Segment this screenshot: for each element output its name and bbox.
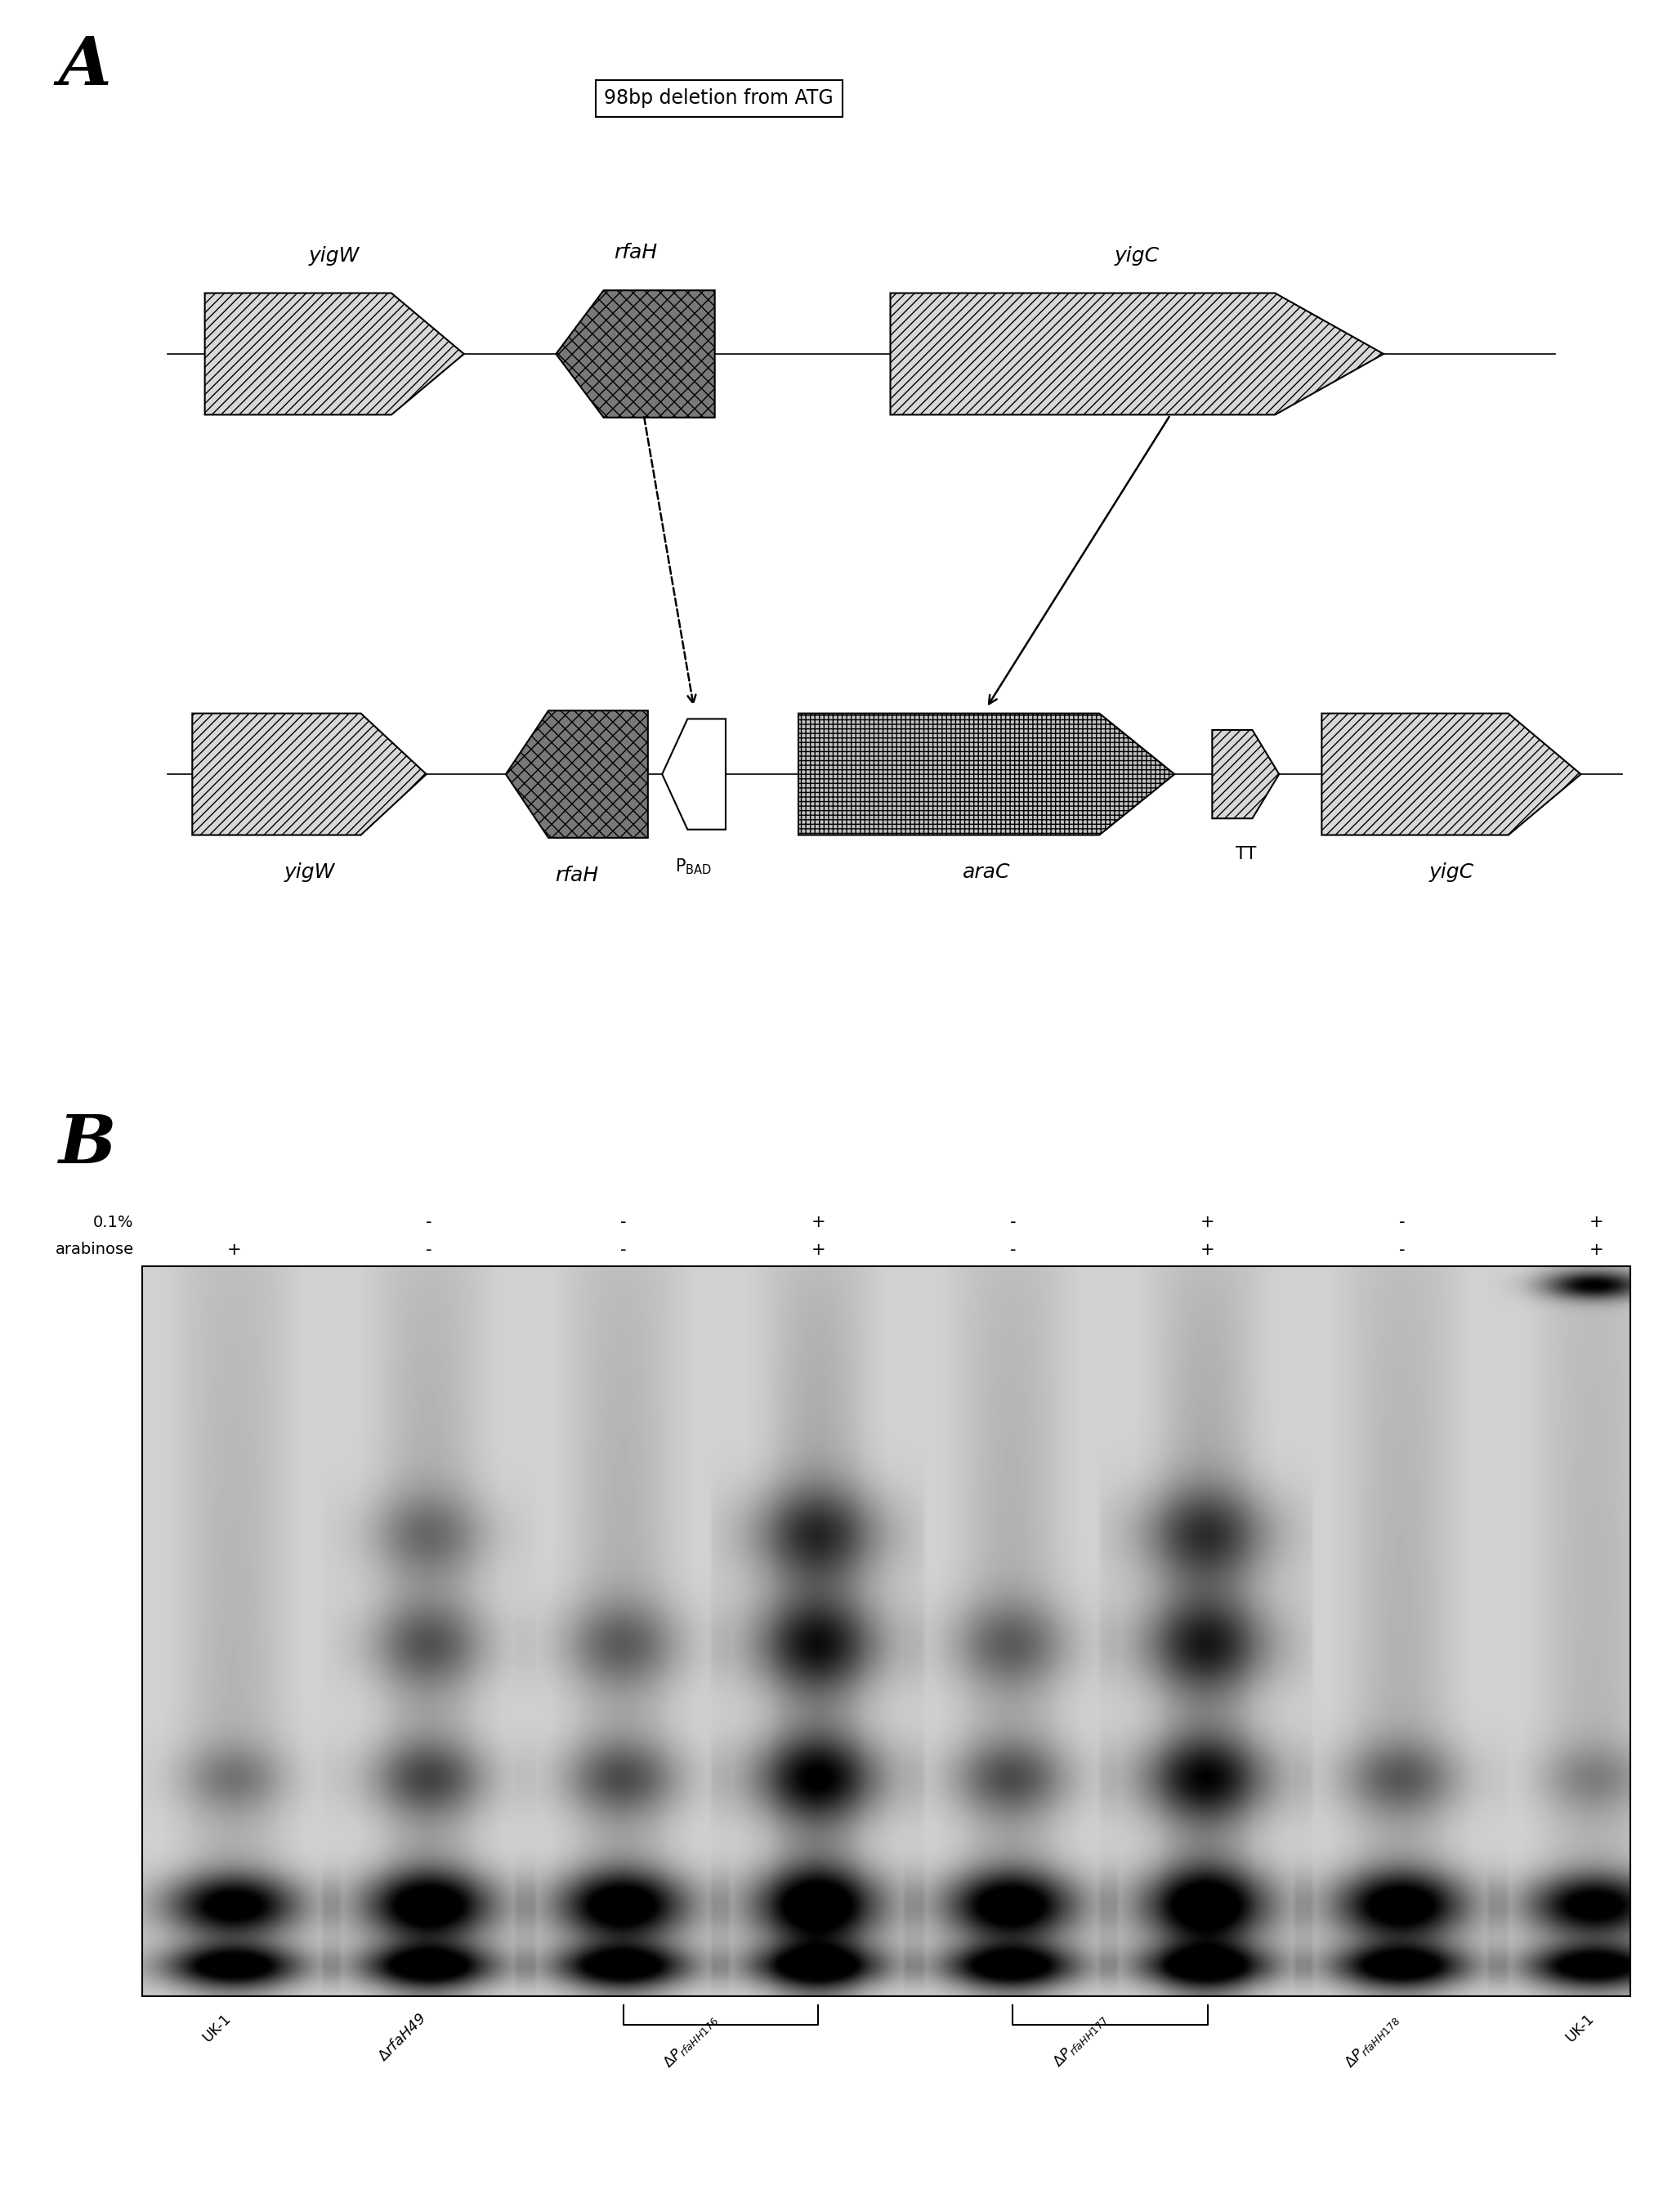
Text: araC: araC: [963, 863, 1010, 883]
Text: yigW: yigW: [309, 246, 359, 265]
Polygon shape: [1212, 730, 1279, 818]
Text: -: -: [1010, 1214, 1017, 1230]
Text: yigW: yigW: [284, 863, 334, 883]
Polygon shape: [1321, 712, 1582, 834]
Bar: [142, 1265, 1630, 1995]
Text: +: +: [1590, 1241, 1603, 1259]
Text: UK-1: UK-1: [201, 2011, 234, 2044]
Text: UK-1: UK-1: [1563, 2011, 1597, 2044]
Text: -: -: [1399, 1241, 1404, 1259]
Text: 98bp deletion from ATG: 98bp deletion from ATG: [604, 88, 834, 108]
Text: -: -: [1010, 1241, 1017, 1259]
Polygon shape: [192, 712, 426, 834]
Text: -: -: [620, 1241, 627, 1259]
Text: A: A: [59, 33, 112, 100]
Text: +: +: [811, 1241, 826, 1259]
Text: $\Delta$P$_{rfaHH177}$: $\Delta$P$_{rfaHH177}$: [1050, 2011, 1110, 2070]
Text: +: +: [1590, 1214, 1603, 1230]
Text: -: -: [620, 1214, 627, 1230]
Text: -: -: [1399, 1214, 1404, 1230]
Text: P$_{\mathrm{BAD}}$: P$_{\mathrm{BAD}}$: [675, 858, 712, 876]
Text: 0.1%: 0.1%: [94, 1214, 134, 1230]
Polygon shape: [505, 710, 647, 838]
Text: -: -: [426, 1241, 431, 1259]
Text: rfaH: rfaH: [614, 243, 657, 263]
Text: yigC: yigC: [1430, 863, 1473, 883]
Text: rfaH: rfaH: [555, 865, 599, 885]
Polygon shape: [799, 712, 1174, 834]
Text: +: +: [1200, 1214, 1214, 1230]
Polygon shape: [891, 294, 1384, 416]
Text: B: B: [59, 1113, 115, 1177]
Text: yigC: yigC: [1115, 246, 1159, 265]
Text: TT: TT: [1236, 847, 1256, 863]
Polygon shape: [662, 719, 726, 830]
Polygon shape: [206, 294, 465, 416]
Text: -: -: [426, 1214, 431, 1230]
Text: +: +: [811, 1214, 826, 1230]
Text: +: +: [227, 1241, 241, 1259]
Text: $\Delta$rfaH49: $\Delta$rfaH49: [375, 2011, 428, 2064]
Text: +: +: [1200, 1241, 1214, 1259]
Text: $\Delta$P$_{rfaHH178}$: $\Delta$P$_{rfaHH178}$: [1341, 2011, 1403, 2070]
Text: $\Delta$P$_{rfaHH176}$: $\Delta$P$_{rfaHH176}$: [660, 2011, 721, 2070]
Text: arabinose: arabinose: [55, 1241, 134, 1259]
Polygon shape: [555, 290, 716, 418]
